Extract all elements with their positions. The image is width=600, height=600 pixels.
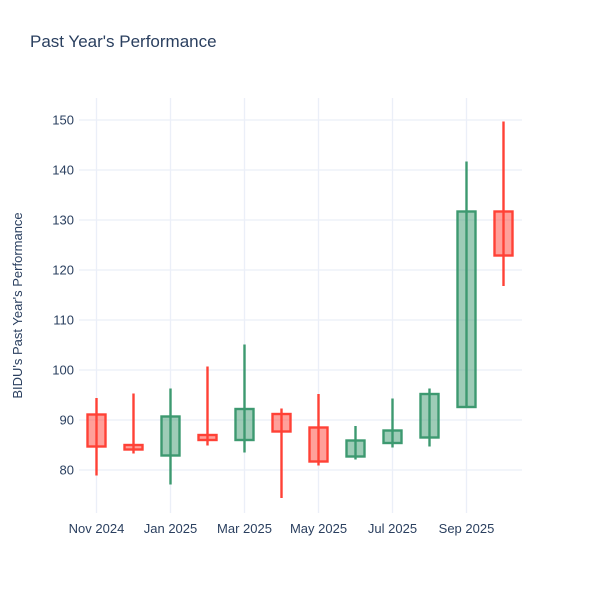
candlestick-apr-2025[interactable] — [271, 408, 292, 499]
y-tick-label: 140 — [52, 163, 74, 178]
x-tick-label: Mar 2025 — [217, 521, 272, 536]
candle-body — [271, 412, 292, 433]
y-axis-title: BIDU's Past Year's Performance — [10, 212, 25, 398]
candlestick-jun-2025[interactable] — [345, 426, 366, 460]
y-tick-label: 120 — [52, 263, 74, 278]
candlestick-oct-2025[interactable] — [493, 121, 514, 287]
candle-body — [234, 407, 255, 442]
candlestick-jul-2025[interactable] — [382, 398, 403, 448]
x-tick-label: Sep 2025 — [439, 521, 495, 536]
candlestick-may-2025[interactable] — [308, 394, 329, 466]
candlestick-feb-2025[interactable] — [197, 366, 218, 446]
candle-body — [86, 413, 107, 448]
candle-body — [419, 392, 440, 439]
x-tick-label: Jan 2025 — [144, 521, 198, 536]
candlestick-dec-2024[interactable] — [123, 393, 144, 454]
candle-layer — [86, 121, 514, 499]
candlestick-sep-2025[interactable] — [456, 161, 477, 409]
candlestick-jan-2025[interactable] — [160, 388, 181, 485]
x-tick-label: Jul 2025 — [368, 521, 417, 536]
y-tick-label: 100 — [52, 363, 74, 378]
x-tick-label: Nov 2024 — [69, 521, 125, 536]
candle-body — [493, 210, 514, 257]
candle-body — [456, 210, 477, 409]
candlestick-mar-2025[interactable] — [234, 344, 255, 453]
y-tick-label: 110 — [53, 313, 74, 328]
y-tick-label: 130 — [52, 213, 74, 228]
candle-body — [308, 426, 329, 463]
chart-title: Past Year's Performance — [30, 32, 217, 51]
candlestick-nov-2024[interactable] — [86, 398, 107, 476]
x-tick-label: May 2025 — [290, 521, 347, 536]
y-tick-label: 150 — [52, 113, 74, 128]
y-tick-label: 80 — [60, 463, 74, 478]
candle-body — [160, 415, 181, 457]
candle-body — [345, 439, 366, 458]
candlestick-aug-2025[interactable] — [419, 388, 440, 447]
grid-layer — [79, 98, 522, 513]
y-tick-label: 90 — [60, 413, 74, 428]
candle-body — [382, 429, 403, 445]
axis-layer: 80 90 100 110 120 130 140 150 Nov 2024 Jan 2025 Ma… — [10, 113, 494, 537]
candle-body — [197, 433, 218, 442]
candle-body — [123, 443, 144, 451]
